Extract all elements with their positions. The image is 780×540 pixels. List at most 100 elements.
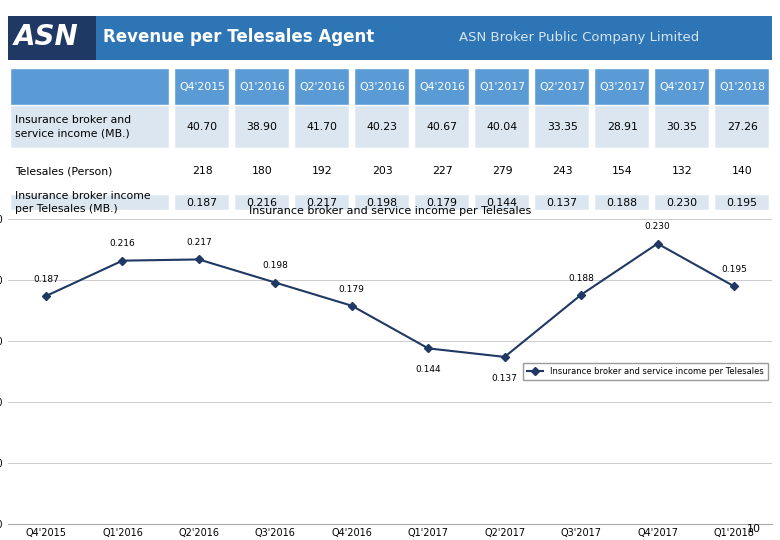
- Bar: [535, 69, 589, 105]
- Text: 0.230: 0.230: [667, 198, 698, 207]
- Bar: [176, 106, 229, 148]
- Bar: [295, 69, 349, 105]
- Text: 279: 279: [492, 166, 512, 176]
- Text: Insurance broker income
per Telesales (MB.): Insurance broker income per Telesales (M…: [15, 191, 151, 214]
- Bar: [715, 194, 769, 211]
- Text: 0.144: 0.144: [416, 366, 441, 374]
- Text: 0.188: 0.188: [607, 198, 638, 207]
- Text: Q4'2017: Q4'2017: [659, 82, 705, 92]
- Bar: [295, 149, 349, 193]
- Insurance broker and service income per Telesales: [118, 258, 127, 264]
- Text: ASN: ASN: [14, 23, 79, 51]
- Text: Q4'2016: Q4'2016: [419, 82, 465, 92]
- Bar: [595, 69, 649, 105]
- Text: 38.90: 38.90: [246, 122, 278, 132]
- Title: Insurance broker and service income per Telesales: Insurance broker and service income per …: [249, 206, 531, 215]
- Insurance broker and service income per Telesales: [424, 345, 433, 352]
- Bar: [236, 194, 289, 211]
- Text: 10: 10: [746, 523, 760, 534]
- Text: Q3'2017: Q3'2017: [599, 82, 645, 92]
- Text: Q3'2016: Q3'2016: [359, 82, 405, 92]
- Text: 41.70: 41.70: [307, 122, 338, 132]
- Text: 0.137: 0.137: [547, 198, 578, 207]
- Bar: [715, 106, 769, 148]
- Text: 140: 140: [732, 166, 753, 176]
- Bar: [475, 106, 529, 148]
- Bar: [595, 194, 649, 211]
- Insurance broker and service income per Telesales: [653, 240, 662, 247]
- Text: 0.230: 0.230: [644, 222, 671, 232]
- Bar: [355, 149, 410, 193]
- Text: 0.216: 0.216: [109, 239, 136, 248]
- Insurance broker and service income per Telesales: [41, 293, 51, 299]
- Bar: [475, 69, 529, 105]
- Bar: [415, 149, 469, 193]
- Bar: [236, 69, 289, 105]
- Text: 0.195: 0.195: [721, 265, 747, 274]
- Text: 27.26: 27.26: [727, 122, 757, 132]
- Text: 218: 218: [192, 166, 212, 176]
- Bar: [475, 194, 529, 211]
- Bar: [295, 106, 349, 148]
- Insurance broker and service income per Telesales: [729, 283, 739, 289]
- Bar: [355, 194, 410, 211]
- Text: 0.187: 0.187: [33, 275, 59, 284]
- Legend: Insurance broker and service income per Telesales: Insurance broker and service income per …: [523, 363, 768, 380]
- Bar: [11, 69, 169, 105]
- Insurance broker and service income per Telesales: [271, 279, 280, 286]
- Text: 0.179: 0.179: [427, 198, 458, 207]
- Text: 243: 243: [552, 166, 573, 176]
- Bar: [595, 149, 649, 193]
- Text: 0.217: 0.217: [186, 238, 212, 247]
- Text: 180: 180: [252, 166, 272, 176]
- Bar: [715, 69, 769, 105]
- Bar: [535, 106, 589, 148]
- Bar: [415, 106, 469, 148]
- Text: 40.70: 40.70: [186, 122, 218, 132]
- Text: 30.35: 30.35: [667, 122, 697, 132]
- Text: Q2'2016: Q2'2016: [300, 82, 346, 92]
- Text: 0.198: 0.198: [367, 198, 398, 207]
- Text: 0.188: 0.188: [568, 274, 594, 282]
- Text: 0.144: 0.144: [487, 198, 518, 207]
- Bar: [236, 149, 289, 193]
- Text: Q4'2015: Q4'2015: [179, 82, 225, 92]
- Bar: [8, 16, 96, 60]
- Text: Q1'2017: Q1'2017: [479, 82, 525, 92]
- Text: 33.35: 33.35: [547, 122, 578, 132]
- Insurance broker and service income per Telesales: [194, 256, 204, 262]
- Bar: [655, 149, 709, 193]
- Bar: [655, 69, 709, 105]
- Text: 40.04: 40.04: [487, 122, 518, 132]
- Text: Telesales (Person): Telesales (Person): [15, 166, 112, 176]
- Bar: [295, 194, 349, 211]
- Text: 0.198: 0.198: [262, 261, 289, 271]
- Text: 0.137: 0.137: [491, 374, 518, 383]
- Text: Q2'2017: Q2'2017: [539, 82, 585, 92]
- Bar: [535, 194, 589, 211]
- Text: 0.217: 0.217: [307, 198, 338, 207]
- Insurance broker and service income per Telesales: [347, 302, 356, 309]
- Text: Insurance broker and
service income (MB.): Insurance broker and service income (MB.…: [15, 116, 131, 139]
- Text: 154: 154: [612, 166, 633, 176]
- Text: Q1'2016: Q1'2016: [239, 82, 285, 92]
- Text: 40.23: 40.23: [367, 122, 398, 132]
- Text: 0.187: 0.187: [186, 198, 218, 207]
- Text: 28.91: 28.91: [607, 122, 637, 132]
- Bar: [11, 106, 169, 148]
- Bar: [176, 194, 229, 211]
- Text: 203: 203: [372, 166, 392, 176]
- Bar: [11, 149, 169, 193]
- Bar: [475, 149, 529, 193]
- Insurance broker and service income per Telesales: [576, 292, 586, 298]
- Text: Q1'2018: Q1'2018: [719, 82, 765, 92]
- Bar: [655, 194, 709, 211]
- Bar: [655, 106, 709, 148]
- Bar: [535, 149, 589, 193]
- Text: ASN Broker Public Company Limited: ASN Broker Public Company Limited: [459, 31, 699, 44]
- Bar: [595, 106, 649, 148]
- Bar: [355, 69, 410, 105]
- Text: 40.67: 40.67: [427, 122, 458, 132]
- Bar: [176, 149, 229, 193]
- Text: 192: 192: [312, 166, 332, 176]
